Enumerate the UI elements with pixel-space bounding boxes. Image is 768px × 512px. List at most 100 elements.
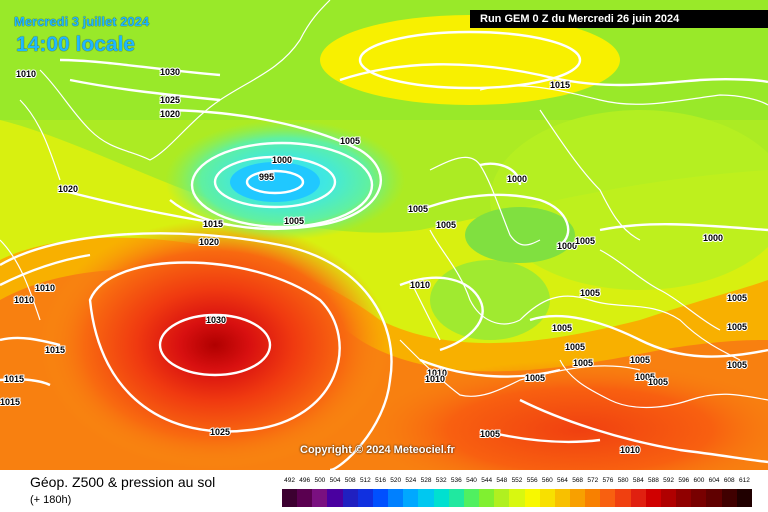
legend-label: 584 [632, 477, 644, 484]
isobar-label: 1005 [635, 372, 655, 382]
isobar-label: 1010 [16, 69, 36, 79]
isobar-1005-med [529, 314, 768, 358]
legend-label: 592 [663, 477, 675, 484]
legend-label: 536 [450, 477, 462, 484]
isobar-label: 1025 [210, 427, 230, 437]
isobar-label: 1010 [620, 445, 640, 455]
isobar-label: 1030 [206, 315, 226, 325]
legend-swatch [691, 489, 707, 507]
isobar-label: 1010 [14, 295, 34, 305]
weather-map: 1010 1030 1025 1020 1005 1000 995 1020 1005 1015 1… [0, 0, 768, 470]
legend-swatch [312, 489, 328, 507]
copyright-text: Copyright © 2024 Meteociel.fr [300, 444, 455, 456]
model-run-banner: Run GEM 0 Z du Mercredi 26 juin 2024 [470, 10, 768, 28]
legend-swatch [372, 489, 389, 507]
legend-label: 596 [678, 477, 690, 484]
isobar-1000 [213, 155, 337, 209]
legend-swatch [539, 489, 555, 507]
isobar-label: 1015 [0, 397, 20, 407]
geopotential-field-yellow-north [320, 15, 620, 105]
legend-swatch [357, 489, 373, 507]
isobar-1005 [190, 141, 374, 229]
legend-label: 532 [435, 477, 447, 484]
isobar-lines [0, 30, 768, 470]
isobar-1030 [158, 313, 272, 377]
legend-labels: 492 496 500 504 508 512 516 520 524 528 532 536 540 5… [282, 477, 752, 489]
legend-label: 560 [541, 477, 553, 484]
legend-swatch [600, 489, 616, 507]
isobar-label: 1015 [45, 345, 65, 355]
legend-label: 548 [496, 477, 508, 484]
isobar-label: 1010 [425, 374, 445, 384]
isobar-1010-iberia [419, 358, 561, 378]
isobar-label: 1020 [58, 184, 78, 194]
saharan-field [360, 360, 768, 470]
isobar-label: 1005 [727, 360, 747, 370]
legend-swatch [645, 489, 661, 507]
legend-swatch [388, 489, 404, 507]
legend-label: 600 [693, 477, 705, 484]
isobar-label: 1005 [480, 429, 500, 439]
isobar-label: 1005 [727, 322, 747, 332]
legend-label: 512 [359, 477, 371, 484]
legend-swatch [433, 489, 449, 507]
isobar-label: 1015 [550, 80, 570, 90]
legend-swatch [554, 489, 570, 507]
isobar-label: 1015 [203, 219, 223, 229]
legend-swatch [615, 489, 631, 507]
isobar-label: 995 [259, 172, 274, 182]
legend-label: 528 [420, 477, 432, 484]
product-title: Géop. Z500 & pression au sol [30, 474, 216, 490]
legend-label: 540 [466, 477, 477, 484]
legend-label: 604 [708, 477, 720, 484]
isobar-1020-south [0, 232, 393, 470]
isobar-north-ridge [358, 30, 582, 90]
map-canvas: 1010 1030 1025 1020 1005 1000 995 1020 1005 1015 1… [0, 0, 768, 470]
isobar-995 [245, 169, 305, 195]
legend-swatch [494, 489, 510, 507]
isobar-label: 1020 [160, 109, 180, 119]
isobar-label: 1005 [552, 323, 572, 333]
isobar-label: 1005 [630, 355, 650, 365]
legend-swatch [585, 489, 601, 507]
legend-label: 516 [375, 477, 386, 484]
isobar-label: 1020 [199, 237, 219, 247]
isobar-1010-africa [519, 398, 768, 464]
isobar-label: 1025 [160, 95, 180, 105]
legend-swatch [676, 489, 692, 507]
legend-label: 572 [587, 477, 599, 484]
isobar-label: 1000 [703, 233, 723, 243]
isobar-1015-atlantic [0, 336, 61, 347]
isobar-1015-atlantic-south [0, 378, 51, 387]
isobar-label: 1000 [272, 155, 292, 165]
isobar-1025-north [69, 78, 221, 102]
legend-label: 496 [299, 477, 311, 484]
forecast-step: (+ 180h) [30, 494, 72, 506]
legend-swatches [282, 489, 752, 507]
legend-swatch [342, 489, 358, 507]
legend-swatch [660, 489, 677, 507]
isobar-1000-east [599, 223, 768, 232]
isobar-label: 1000 [507, 174, 527, 184]
isobar-label: 1005 [575, 236, 595, 246]
isobar-1010 [159, 108, 382, 230]
isobar-label: 1005 [525, 373, 545, 383]
legend-swatch [569, 489, 586, 507]
geopotential-field-north-sea [465, 207, 575, 263]
isobar-label: 1005 [573, 358, 593, 368]
isobar-1020-north [59, 188, 231, 227]
legend-swatch [403, 489, 419, 507]
legend-label: 576 [602, 477, 614, 484]
legend-swatch [630, 489, 646, 507]
isobar-label: 1015 [4, 374, 24, 384]
isobar-1010-france [399, 276, 484, 352]
valid-date: Mercredi 3 juillet 2024 [14, 14, 150, 29]
azores-high-field [40, 220, 390, 470]
isobar-label: 1030 [160, 67, 180, 77]
isobar-label: 1005 [284, 216, 304, 226]
legend-label: 520 [390, 477, 402, 484]
legend-label: 588 [648, 477, 659, 484]
geopotential-field-west-europe [430, 260, 550, 340]
legend-label: 544 [481, 477, 493, 484]
legend-label: 612 [738, 477, 750, 484]
